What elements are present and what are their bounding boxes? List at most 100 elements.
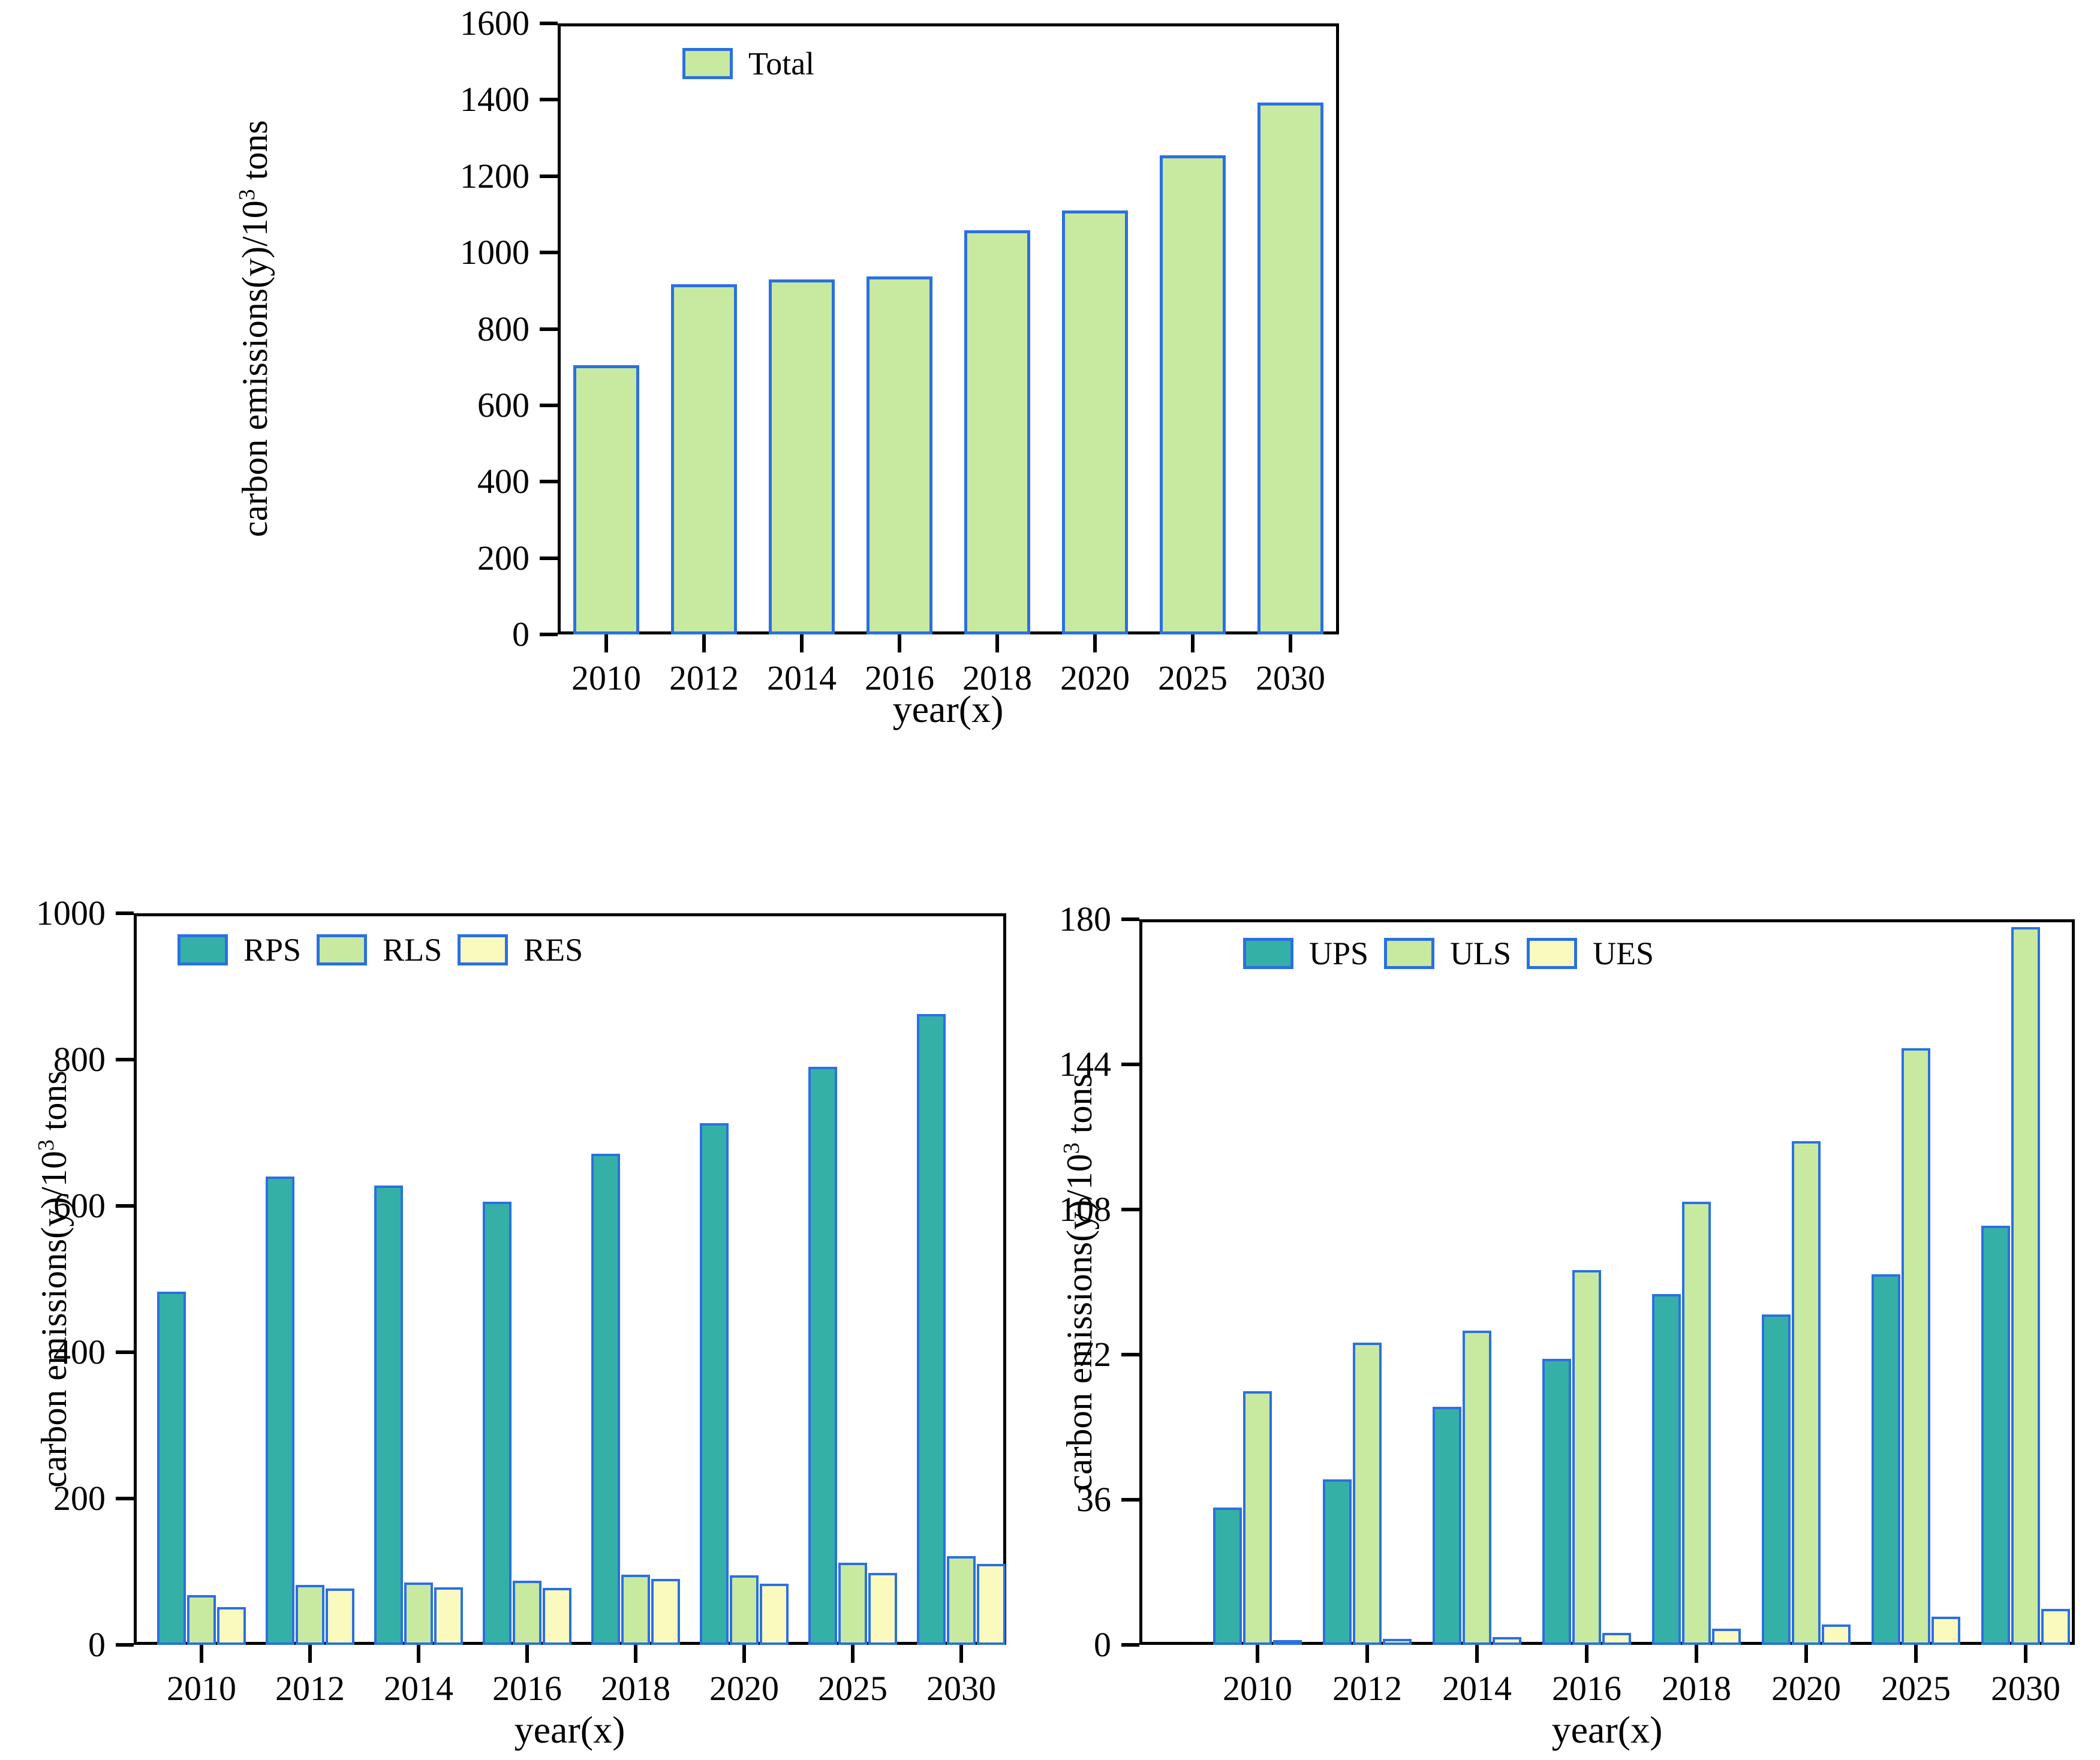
legend-item-ULS: ULS [1384, 937, 1511, 970]
x-tick-label: 2018 [962, 658, 1032, 697]
x-tick-label: 2020 [709, 1669, 779, 1708]
bar-RLS-2014 [404, 1583, 433, 1645]
bar-Total-2016 [867, 276, 932, 634]
y-tick-label: 600 [477, 385, 529, 425]
bar-RES-2016 [543, 1587, 571, 1645]
y-tick-label: 1000 [460, 233, 529, 272]
legend-item-RPS: RPS [177, 933, 301, 967]
bar-UPS-2014 [1433, 1407, 1461, 1645]
legend-swatch-ULS [1384, 938, 1435, 969]
x-tick-label: 2018 [1662, 1669, 1731, 1708]
y-tick-mark [540, 556, 558, 560]
x-tick-mark [1256, 1645, 1259, 1663]
bar-UES-2012 [1383, 1638, 1412, 1645]
y-tick-mark [1121, 917, 1139, 921]
x-tick-label: 2014 [1442, 1669, 1512, 1708]
y-axis-label-total: carbon emissions(y)/103 tons [234, 120, 275, 537]
y-tick-mark [116, 1058, 134, 1061]
legend-swatch-RPS [177, 934, 228, 965]
bar-ULS-2030 [2011, 927, 2040, 1645]
x-tick-label: 2016 [865, 658, 934, 697]
x-tick-mark [851, 1645, 855, 1663]
bar-Total-2025 [1160, 155, 1226, 634]
y-tick-label: 600 [53, 1186, 106, 1225]
legend-item-RLS: RLS [317, 933, 442, 967]
x-tick-label: 2025 [1158, 658, 1227, 697]
legend-swatch-UES [1527, 938, 1578, 969]
legend-total: Total [682, 47, 830, 80]
legend-item-UPS: UPS [1243, 937, 1368, 970]
bar-Total-2014 [769, 279, 835, 634]
x-tick-label: 2010 [571, 658, 641, 697]
y-tick-label: 200 [477, 538, 529, 577]
bar-Total-2010 [573, 365, 639, 634]
y-tick-mark [116, 1204, 134, 1208]
bar-ULS-2018 [1682, 1201, 1711, 1645]
bar-ULS-2016 [1572, 1269, 1601, 1645]
y-tick-mark [540, 633, 558, 636]
bar-RPS-2014 [374, 1185, 403, 1645]
bar-Total-2020 [1062, 210, 1128, 634]
bar-UPS-2016 [1542, 1358, 1571, 1645]
bar-UES-2016 [1602, 1632, 1631, 1645]
bar-UES-2018 [1712, 1629, 1741, 1645]
legend-label-RPS: RPS [243, 932, 302, 968]
bar-RPS-2020 [700, 1123, 729, 1645]
bar-RPS-2016 [483, 1201, 512, 1645]
x-tick-label: 2020 [1060, 658, 1130, 697]
y-tick-label: 800 [477, 309, 529, 348]
x-tick-label: 2012 [1332, 1669, 1402, 1708]
x-tick-label: 2030 [1991, 1669, 2060, 1708]
bar-RLS-2020 [730, 1575, 759, 1645]
x-axis-label-urban: year(x) [1551, 1708, 1663, 1751]
x-tick-mark [702, 634, 706, 652]
x-tick-mark [959, 1645, 963, 1663]
legend-label-UPS: UPS [1309, 935, 1369, 971]
x-tick-mark [1289, 634, 1292, 652]
y-tick-label: 108 [1059, 1190, 1111, 1229]
y-tick-label: 800 [53, 1040, 106, 1079]
bar-UES-2020 [1822, 1624, 1851, 1645]
bar-RLS-2030 [947, 1556, 976, 1645]
y-tick-mark [540, 22, 558, 25]
y-tick-mark [116, 1350, 134, 1354]
bar-ULS-2014 [1463, 1330, 1491, 1645]
bar-RLS-2016 [513, 1580, 541, 1645]
x-tick-mark [742, 1645, 746, 1663]
x-tick-mark [308, 1645, 312, 1663]
legend-swatch-RES [458, 934, 509, 965]
x-tick-mark [1475, 1645, 1479, 1663]
x-tick-label: 2010 [167, 1669, 236, 1708]
y-tick-mark [540, 251, 558, 255]
x-tick-label: 2010 [1223, 1669, 1292, 1708]
bar-RLS-2025 [838, 1563, 867, 1645]
bar-UPS-2030 [1981, 1225, 2010, 1645]
legend-label-ULS: ULS [1450, 935, 1512, 971]
x-tick-mark [1695, 1645, 1698, 1663]
x-tick-mark [200, 1645, 203, 1663]
y-tick-label: 400 [477, 462, 529, 501]
bar-UES-2030 [2041, 1608, 2070, 1645]
x-tick-label: 2025 [1881, 1669, 1951, 1708]
bar-RPS-2012 [266, 1177, 294, 1645]
x-tick-mark [800, 634, 804, 652]
y-tick-mark [540, 480, 558, 484]
bar-RPS-2010 [157, 1291, 186, 1645]
x-tick-mark [417, 1645, 420, 1663]
legend-urban: UPS ULS UES [1243, 937, 1669, 970]
bar-RES-2012 [326, 1588, 354, 1645]
x-tick-label: 2020 [1771, 1669, 1841, 1708]
x-tick-mark [995, 634, 999, 652]
x-tick-mark [1804, 1645, 1808, 1663]
bar-UES-2010 [1273, 1639, 1302, 1645]
x-tick-label: 2012 [275, 1669, 345, 1708]
bar-ULS-2025 [1902, 1048, 1930, 1645]
x-tick-label: 2014 [384, 1669, 453, 1708]
legend-item-Total: Total [682, 47, 814, 80]
bar-RES-2030 [977, 1563, 1006, 1645]
bar-Total-2018 [964, 230, 1030, 634]
y-tick-label: 144 [1059, 1045, 1111, 1084]
legend-label-RES: RES [524, 932, 583, 968]
legend-swatch-Total [682, 48, 733, 79]
bar-RLS-2012 [296, 1584, 324, 1645]
